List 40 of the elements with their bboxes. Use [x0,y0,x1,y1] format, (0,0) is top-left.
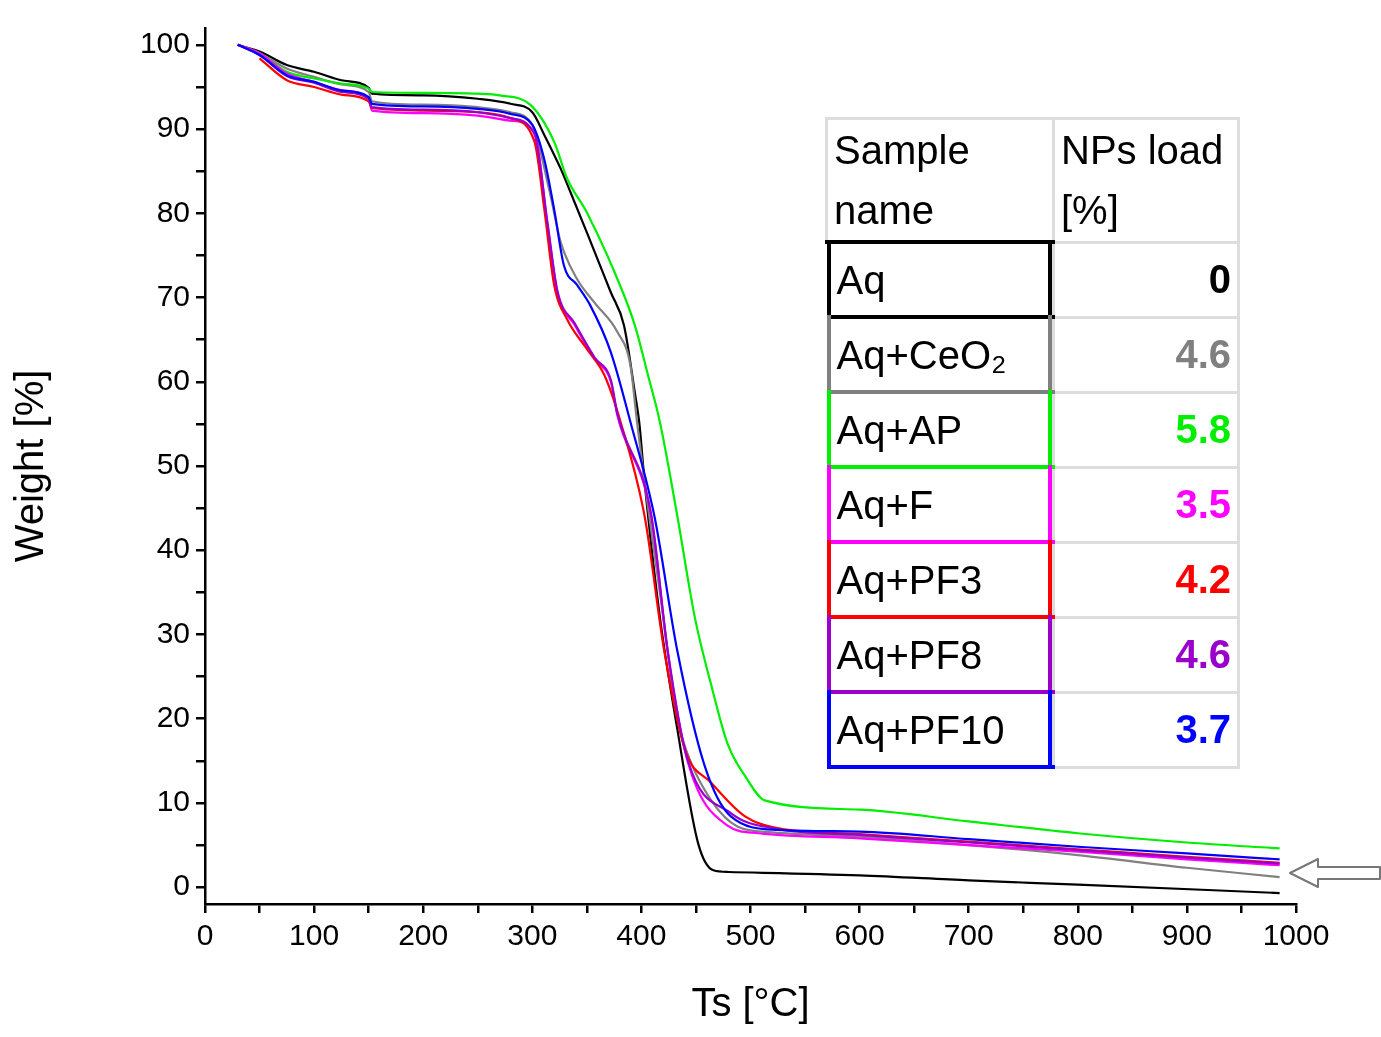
legend-label: Aq+AP [826,395,1052,464]
legend-label: Aq+PF8 [826,620,1052,689]
legend-title: Sample name [826,118,1054,242]
y-tick-label: 80 [156,194,190,228]
y-tick-label: 40 [156,531,190,565]
y-tick-label: 100 [139,26,190,60]
x-tick-label: 100 [289,918,340,952]
y-tick-label: 60 [156,363,190,397]
annotation: NPs load [%] [1053,118,1239,242]
y-tick-label: 10 [156,784,190,818]
y-tick-label: 90 [156,110,190,144]
legend-label: Aq+PF3 [826,545,1052,614]
x-axis-title: Ts [°C] [691,980,810,1025]
x-tick-label: 700 [943,918,994,952]
annotation: 4.2 [1053,542,1239,617]
annotation: 3.7 [1053,692,1239,767]
legend-label: Aq+PF10 [826,695,1052,764]
x-tick-label: 400 [616,918,667,952]
x-tick-label: 600 [834,918,885,952]
x-tick-label: 800 [1052,918,1103,952]
legend-label: Aq+CeO₂ [826,320,1052,389]
y-axis-title: Weight [%] [7,369,52,563]
y-tick-label: 30 [156,615,190,649]
y-tick-label: 70 [156,278,190,312]
legend-label: Aq [826,245,1052,314]
x-tick-label: 900 [1161,918,1212,952]
annotation: 0 [1053,242,1239,317]
y-tick-label: 20 [156,699,190,733]
x-tick-label: 200 [398,918,449,952]
x-tick-label: 0 [196,918,214,952]
annotation: 3.5 [1053,467,1239,542]
x-tick-label: 500 [725,918,776,952]
x-tick-label: 300 [507,918,558,952]
legend-label: Aq+F [826,470,1052,539]
x-tick-label: 1000 [1262,918,1330,952]
y-tick-label: 50 [156,447,190,481]
annotation: 4.6 [1053,317,1239,392]
annotation: 4.6 [1053,617,1239,692]
annotation: 5.8 [1053,392,1239,467]
y-tick-label: 0 [173,868,190,902]
